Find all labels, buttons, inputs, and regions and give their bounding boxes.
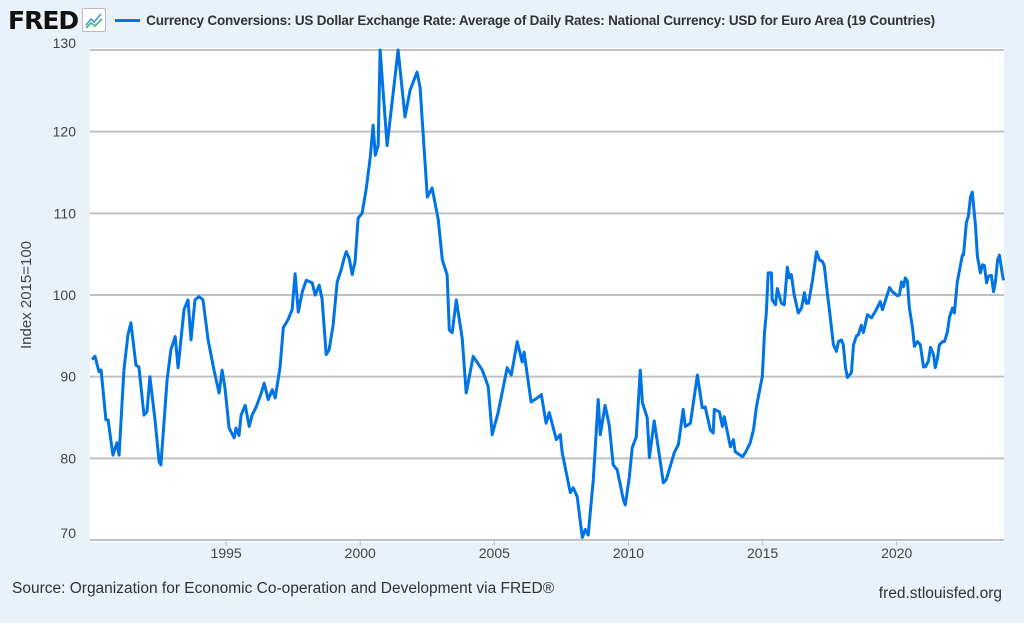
x-tick-label: 2005 [479, 545, 510, 561]
x-tick-label: 2015 [747, 545, 778, 561]
line-chart-icon [82, 8, 107, 32]
legend-swatch [115, 18, 141, 22]
x-tick-label: 1995 [211, 545, 242, 561]
site-link[interactable]: fred.stlouisfed.org [878, 585, 1002, 602]
series-line [90, 48, 1005, 540]
fred-logo[interactable]: FRED [8, 5, 79, 35]
y-tick-label: 90 [60, 369, 76, 385]
y-tick-label: 130 [53, 35, 77, 51]
y-tick-label: 120 [53, 124, 77, 140]
y-tick-label: 70 [60, 525, 76, 541]
y-tick-label: 110 [54, 205, 77, 221]
y-tick-label: 80 [60, 450, 76, 466]
chart-header: FRED Currency Conversions: US Dollar Exc… [8, 4, 935, 36]
x-tick-label: 2000 [345, 545, 376, 561]
y-tick-label: 100 [53, 287, 77, 303]
y-axis-label: Index 2015=100 [18, 241, 35, 349]
source-note: Source: Organization for Economic Co-ope… [12, 580, 555, 597]
chart-title: Currency Conversions: US Dollar Exchange… [146, 12, 935, 28]
x-tick-label: 2020 [881, 545, 912, 561]
x-tick-label: 2010 [613, 545, 644, 561]
